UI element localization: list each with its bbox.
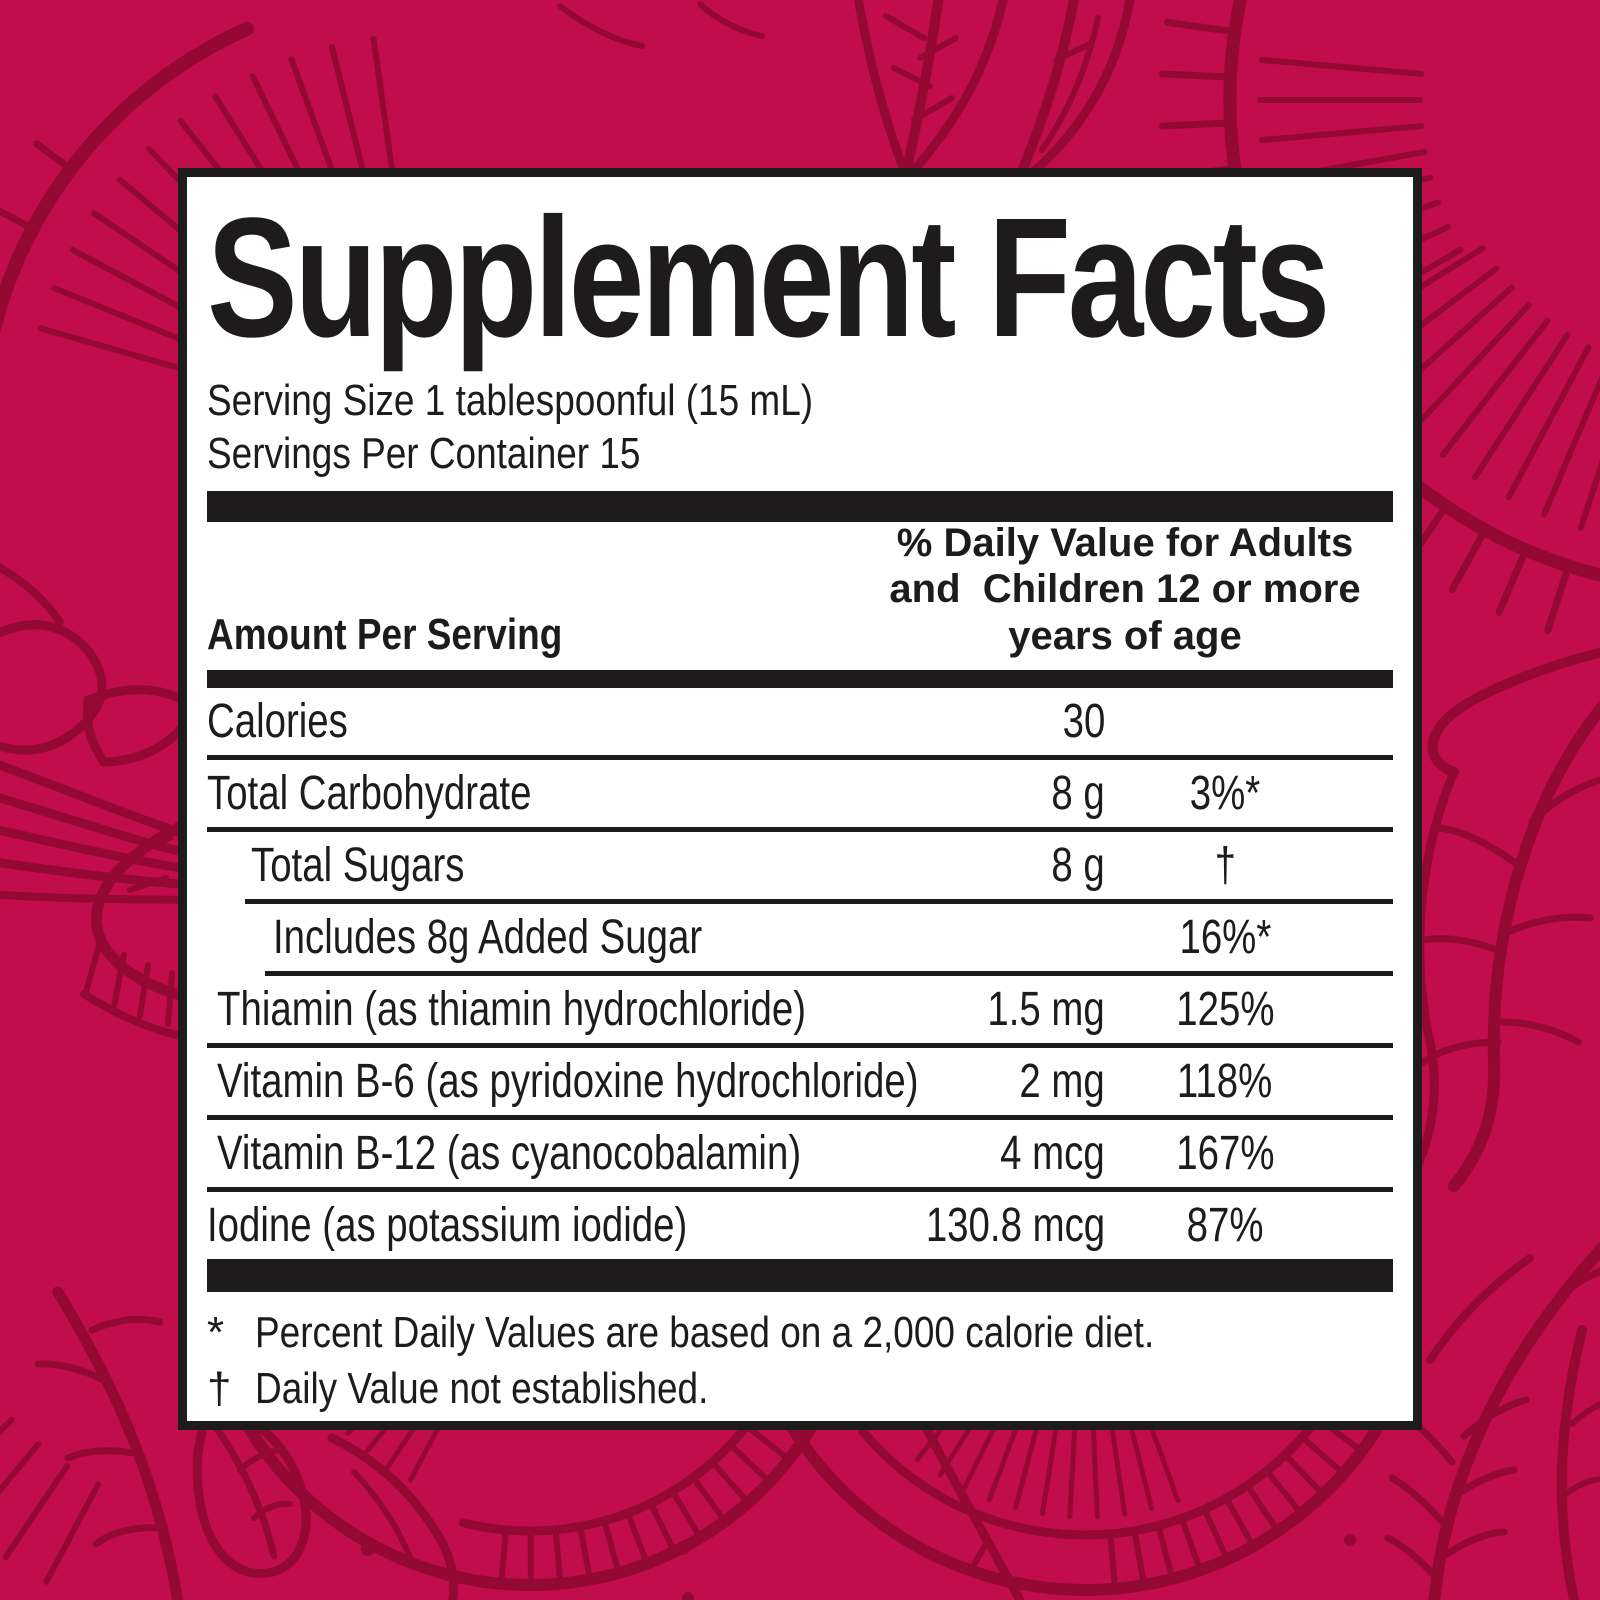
page-title: Supplement Facts — [207, 193, 1393, 369]
row-divider — [207, 1115, 1393, 1120]
table-row-total-carbohydrate: Total Carbohydrate 8 g 3%* — [207, 760, 1393, 827]
footnotes: * Percent Daily Values are based on a 2,… — [207, 1305, 1393, 1417]
footnote-text: Daily Value not established. — [255, 1363, 709, 1413]
footnote-dv-not-established: † Daily Value not established. — [207, 1361, 1393, 1417]
nutrient-amount — [890, 910, 1105, 965]
table-row-vitamin-b6: Vitamin B-6 (as pyridoxine hydrochloride… — [207, 1048, 1393, 1115]
footnote-text: Percent Daily Values are based on a 2,00… — [255, 1308, 1155, 1357]
nutrient-amount: 8 g — [1051, 839, 1105, 892]
nutrient-amount: 130.8 mcg — [925, 1199, 1105, 1252]
nutrient-amount: 30 — [1062, 695, 1105, 748]
nutrient-name: Vitamin B-12 (as cyanocobalamin) — [217, 1127, 802, 1180]
nutrient-daily-value: 3%* — [1189, 767, 1261, 820]
nutrient-amount: 8 g — [1051, 767, 1105, 820]
nutrient-daily-value: 16%* — [1179, 911, 1271, 964]
serving-info: Serving Size 1 tablespoonful (15 mL) Ser… — [207, 375, 1393, 481]
footnote-daily-values: * Percent Daily Values are based on a 2,… — [207, 1305, 1393, 1361]
dagger-symbol: † — [207, 1363, 232, 1413]
supplement-facts-panel: Supplement Facts Serving Size 1 tablespo… — [178, 168, 1422, 1430]
table-row-total-sugars: Total Sugars 8 g † — [207, 832, 1393, 899]
amount-per-serving-header: Amount Per Serving — [207, 610, 563, 659]
nutrient-daily-value: 87% — [1186, 1199, 1264, 1252]
nutrient-amount: 1.5 mg — [987, 983, 1105, 1036]
nutrient-name: Total Carbohydrate — [207, 767, 532, 820]
nutrient-name: Includes 8g Added Sugar — [273, 911, 703, 964]
row-divider — [207, 827, 1393, 832]
table-row-vitamin-b12: Vitamin B-12 (as cyanocobalamin) 4 mcg 1… — [207, 1120, 1393, 1187]
table-row-calories: Calories 30 — [207, 688, 1393, 755]
nutrient-daily-value: 118% — [1177, 1055, 1273, 1108]
nutrient-name: Thiamin (as thiamin hydrochloride) — [217, 983, 807, 1036]
header-bar — [207, 670, 1393, 688]
row-divider — [265, 971, 1393, 976]
row-divider — [207, 755, 1393, 760]
row-divider — [207, 1043, 1393, 1048]
table-header: Amount Per Serving % Daily Value for Adu… — [207, 520, 1393, 670]
page-title-text: Supplement Facts — [207, 183, 1330, 373]
nutrient-daily-value: 167% — [1175, 1127, 1275, 1180]
daily-value-header: % Daily Value for Adults and Children 12… — [889, 520, 1361, 659]
nutrient-name: Vitamin B-6 (as pyridoxine hydrochloride… — [217, 1055, 919, 1108]
table-row-iodine: Iodine (as potassium iodide) 130.8 mcg 8… — [207, 1192, 1393, 1259]
nutrition-table: Calories 30 Total Carbohydrate 8 g 3%* T… — [207, 688, 1393, 1259]
table-row-added-sugar: Includes 8g Added Sugar 16%* — [207, 904, 1393, 971]
nutrient-daily-value: † — [1214, 839, 1236, 892]
table-row-thiamin: Thiamin (as thiamin hydrochloride) 1.5 m… — [207, 976, 1393, 1043]
nutrient-name: Iodine (as potassium iodide) — [207, 1199, 688, 1252]
servings-per-container-line: Servings Per Container 15 — [207, 429, 641, 478]
section-bar-top — [207, 491, 1393, 522]
row-divider — [207, 1187, 1393, 1192]
asterisk-symbol: * — [207, 1308, 225, 1357]
serving-size-line: Serving Size 1 tablespoonful (15 mL) — [207, 376, 814, 425]
row-divider — [245, 899, 1393, 904]
section-bar-bottom — [207, 1259, 1393, 1292]
nutrient-name: Calories — [207, 695, 348, 748]
nutrient-amount: 4 mcg — [1000, 1127, 1105, 1180]
nutrient-amount: 2 mg — [1019, 1055, 1105, 1108]
nutrient-daily-value — [1105, 694, 1345, 749]
nutrient-daily-value: 125% — [1175, 983, 1275, 1036]
nutrient-name: Total Sugars — [251, 839, 465, 892]
